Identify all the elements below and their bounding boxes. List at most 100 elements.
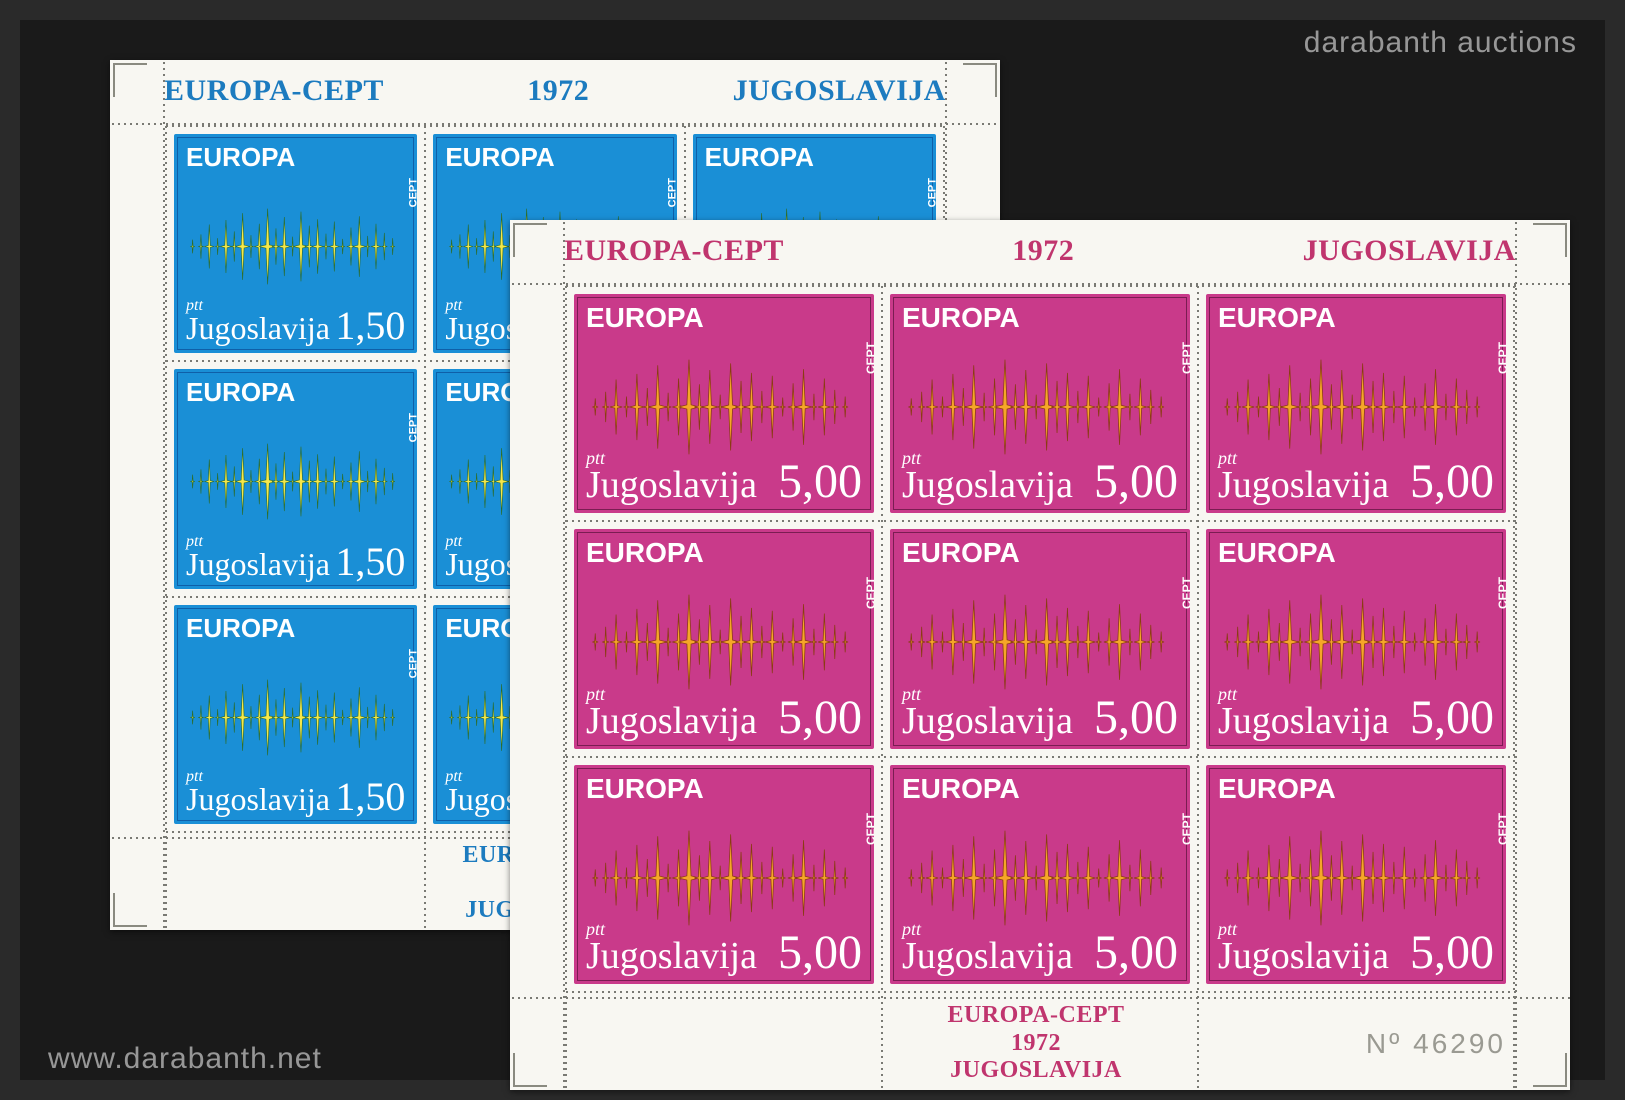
sheet-header-label: 1972 xyxy=(527,74,589,108)
stamp-denomination: 5,00 xyxy=(1094,690,1178,745)
perforation-v xyxy=(423,834,427,930)
sheet-number: Nº 46290 xyxy=(1366,1028,1506,1060)
sheet-number-prefix: Nº xyxy=(1366,1028,1413,1059)
perforation-h xyxy=(564,284,1516,288)
stamp-stars-icon xyxy=(582,328,866,461)
stamp-stars-icon xyxy=(182,401,409,542)
stamp-country-label: Jugoslavija xyxy=(1218,934,1389,978)
sheet-corner-notch xyxy=(1533,1053,1567,1087)
stamp-denomination: 5,00 xyxy=(1410,925,1494,980)
sheet-number-value: 46290 xyxy=(1413,1028,1506,1059)
stamp-country-label: Jugoslavija xyxy=(586,699,757,743)
stamp-cell: EUROPACEPTpttJugoslavija1,50 xyxy=(168,599,423,830)
sheet-header-label: 1972 xyxy=(1012,234,1074,268)
stamp-country-label: Jugoslavija xyxy=(1218,463,1389,507)
stamp-stars-icon xyxy=(582,563,866,696)
stamp-country-label: Jugoslavija xyxy=(1218,699,1389,743)
perforation-v xyxy=(423,124,427,834)
sheet-corner-notch xyxy=(513,223,547,257)
stamp-country-label: Jugoslavija xyxy=(186,546,330,583)
stamp: EUROPACEPTpttJugoslavija1,50 xyxy=(174,134,417,353)
stamp-country-label: Jugoslavija xyxy=(902,934,1073,978)
stamp: EUROPACEPTpttJugoslavija5,00 xyxy=(890,765,1190,984)
stamp-country-label: Jugoslavija xyxy=(586,463,757,507)
stamp-stars-icon xyxy=(898,328,1182,461)
stamp-cell: EUROPACEPTpttJugoslavija5,00 xyxy=(1200,523,1512,754)
sheet-footer-label: EUROPA-CEPT xyxy=(880,1002,1192,1030)
stamp-country-label: Jugoslavija xyxy=(186,781,330,818)
stamp-stars-icon xyxy=(1214,328,1498,461)
sheet-corner-notch xyxy=(113,893,147,927)
stamp-cell: EUROPACEPTpttJugoslavija5,00 xyxy=(568,759,880,990)
stamp-cell: EUROPACEPTpttJugoslavija5,00 xyxy=(884,759,1196,990)
sheet-header-label: JUGOSLAVIJA xyxy=(733,74,946,108)
stamp-country-label: Jugoslavija xyxy=(902,463,1073,507)
sheet-footer-label: JUGOSLAVIJA xyxy=(880,1057,1192,1085)
perforation-v xyxy=(164,834,168,930)
stamp-denomination: 5,00 xyxy=(1094,454,1178,509)
stamp: EUROPACEPTpttJugoslavija1,50 xyxy=(174,369,417,588)
perforation-v xyxy=(1196,994,1200,1090)
stamp-denomination: 5,00 xyxy=(1094,925,1178,980)
perforation-h xyxy=(564,990,1516,994)
sheet-header-label: JUGOSLAVIJA xyxy=(1303,234,1516,268)
watermark-top: darabanth auctions xyxy=(1304,26,1577,60)
sheet-header-label: EUROPA-CEPT xyxy=(564,234,784,268)
stamp-country-label: Jugoslavija xyxy=(586,934,757,978)
stamp: EUROPACEPTpttJugoslavija5,00 xyxy=(574,529,874,748)
sheet-corner-notch xyxy=(1533,223,1567,257)
sheet-corner-notch xyxy=(963,63,997,97)
stamp-cell: EUROPACEPTpttJugoslavija5,00 xyxy=(1200,288,1512,519)
stamp-cell: EUROPACEPTpttJugoslavija5,00 xyxy=(568,523,880,754)
stamp: EUROPACEPTpttJugoslavija1,50 xyxy=(174,605,417,824)
stamp: EUROPACEPTpttJugoslavija5,00 xyxy=(890,529,1190,748)
stamp: EUROPACEPTpttJugoslavija5,00 xyxy=(1206,529,1506,748)
stamp-grid: EUROPACEPTpttJugoslavija5,00EUROPACEPTpt… xyxy=(564,284,1516,994)
sheet-header: EUROPA-CEPT 1972 JUGOSLAVIJA xyxy=(164,74,946,108)
stamp-denomination: 1,50 xyxy=(335,538,405,585)
stamp-stars-icon xyxy=(898,563,1182,696)
sheet-corner-notch xyxy=(113,63,147,97)
stamp-stars-icon xyxy=(898,799,1182,932)
stamp-denomination: 5,00 xyxy=(778,925,862,980)
perforation-v xyxy=(562,220,566,1090)
stamp-denomination: 1,50 xyxy=(335,302,405,349)
stamp: EUROPACEPTpttJugoslavija5,00 xyxy=(574,765,874,984)
stamp-country-label: Jugoslavija xyxy=(902,699,1073,743)
stamp-stars-icon xyxy=(182,637,409,778)
stamp-stars-icon xyxy=(1214,799,1498,932)
watermark-bottom: www.darabanth.net xyxy=(48,1042,322,1076)
stamp-denomination: 1,50 xyxy=(335,773,405,820)
stamp: EUROPACEPTpttJugoslavija5,00 xyxy=(890,294,1190,513)
stamp-cell: EUROPACEPTpttJugoslavija5,00 xyxy=(884,288,1196,519)
stamp-cell: EUROPACEPTpttJugoslavija1,50 xyxy=(168,128,423,359)
perforation-h xyxy=(164,124,946,128)
perforation-v xyxy=(162,60,166,930)
stamp-denomination: 5,00 xyxy=(1410,690,1494,745)
stamp-denomination: 5,00 xyxy=(778,454,862,509)
stamp-cell: EUROPACEPTpttJugoslavija5,00 xyxy=(884,523,1196,754)
perforation-h xyxy=(510,996,1570,1000)
stamp-stars-icon xyxy=(182,166,409,307)
stamp: EUROPACEPTpttJugoslavija5,00 xyxy=(574,294,874,513)
sheet-footer: EUROPA-CEPT1972JUGOSLAVIJA xyxy=(880,1002,1192,1085)
stamp-stars-icon xyxy=(582,799,866,932)
stamp-country-label: Jugoslavija xyxy=(186,310,330,347)
perforation-v xyxy=(880,994,884,1090)
stamp-sheet-pink: EUROPA-CEPT1972JUGOSLAVIJAEUROPACEPTpttJ… xyxy=(510,220,1570,1090)
stamp-stars-icon xyxy=(1214,563,1498,696)
stamp: EUROPACEPTpttJugoslavija5,00 xyxy=(1206,294,1506,513)
stamp-denomination: 5,00 xyxy=(778,690,862,745)
perforation-h xyxy=(564,755,1516,759)
stamp-denomination: 5,00 xyxy=(1410,454,1494,509)
sheet-footer-label: 1972 xyxy=(880,1030,1192,1058)
stamp-cell: EUROPACEPTpttJugoslavija5,00 xyxy=(568,288,880,519)
perforation-h xyxy=(564,519,1516,523)
stamp-cell: EUROPACEPTpttJugoslavija1,50 xyxy=(168,363,423,594)
perforation-v xyxy=(1196,284,1200,994)
image-canvas: darabanth auctions www.darabanth.net EUR… xyxy=(20,20,1605,1080)
sheet-header-label: EUROPA-CEPT xyxy=(164,74,384,108)
perforation-v xyxy=(1514,220,1518,1090)
perforation-v xyxy=(564,994,568,1090)
stamp-cell: EUROPACEPTpttJugoslavija5,00 xyxy=(1200,759,1512,990)
